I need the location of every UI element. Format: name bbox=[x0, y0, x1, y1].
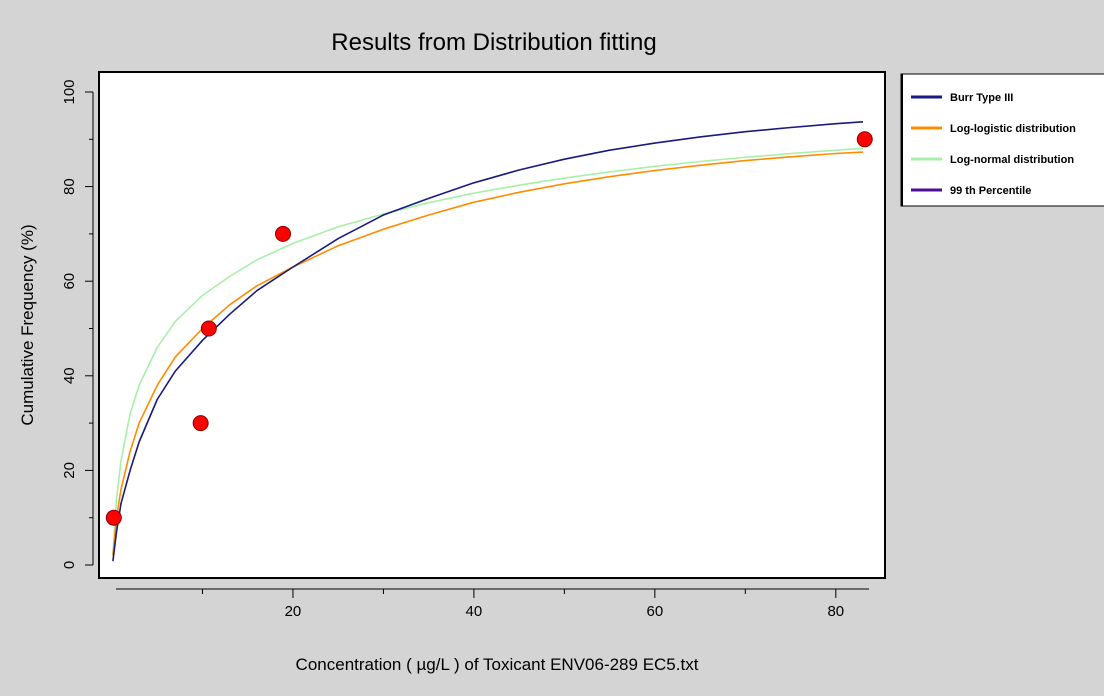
chart-title: Results from Distribution fitting bbox=[331, 29, 656, 56]
data-point bbox=[856, 131, 873, 148]
y-tick-label: 20 bbox=[61, 462, 78, 479]
data-point bbox=[192, 415, 209, 432]
data-point bbox=[275, 225, 291, 242]
plot-area bbox=[98, 71, 886, 579]
data-point bbox=[200, 320, 217, 337]
axes: 20 40 60 80 0 20 40 60 80 100 bbox=[61, 79, 869, 620]
series-line-burr-type-iii bbox=[112, 121, 864, 562]
legend: Burr Type III Log-logistic distribution Lo… bbox=[900, 73, 1104, 207]
series-line-log-normal-distribution bbox=[112, 147, 864, 556]
y-tick-label: 80 bbox=[61, 178, 78, 195]
curves bbox=[112, 121, 864, 562]
legend-box-shadow bbox=[901, 74, 903, 206]
x-axis-label: Concentration ( µg/L ) of Toxicant ENV06… bbox=[296, 655, 699, 674]
data-point bbox=[105, 509, 122, 526]
legend-entry: Burr Type III bbox=[950, 92, 1013, 104]
legend-entry: Log-logistic distribution bbox=[950, 123, 1076, 135]
x-tick-label: 20 bbox=[285, 603, 302, 620]
y-tick-label: 40 bbox=[61, 367, 78, 384]
y-tick-label: 0 bbox=[61, 561, 78, 569]
data-points bbox=[105, 131, 873, 526]
x-tick-label: 80 bbox=[827, 603, 844, 620]
y-tick-label: 60 bbox=[61, 273, 78, 290]
y-tick-label: 100 bbox=[61, 79, 78, 104]
series-line-log-logistic-distribution bbox=[112, 151, 864, 556]
x-tick-label: 40 bbox=[466, 603, 483, 620]
x-tick-label: 60 bbox=[647, 603, 664, 620]
legend-entry: Log-normal distribution bbox=[950, 154, 1074, 166]
legend-entry: 99 th Percentile bbox=[950, 185, 1031, 197]
y-axis-label: Cumulative Frequency (%) bbox=[18, 224, 37, 425]
